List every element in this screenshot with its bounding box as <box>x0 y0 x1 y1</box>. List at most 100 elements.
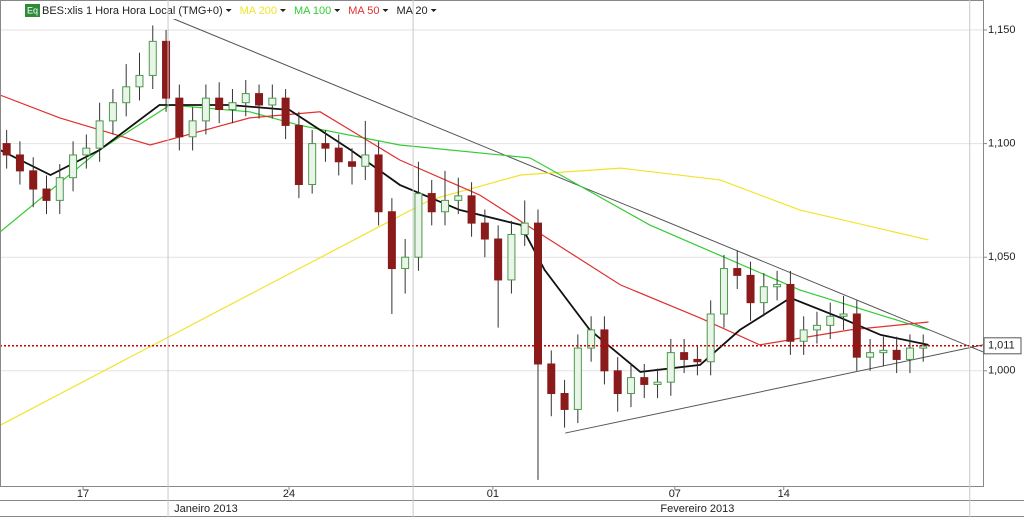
candle-body <box>719 268 728 315</box>
candle-body <box>839 313 848 317</box>
candle-body <box>613 370 622 395</box>
candle-body <box>706 313 715 363</box>
candle-body <box>294 124 303 185</box>
dropdown-arrow <box>279 9 286 12</box>
candle-body <box>866 352 875 358</box>
candle-body <box>321 143 330 149</box>
candle-body <box>587 329 596 349</box>
candle-body <box>507 233 516 281</box>
candle-body <box>241 93 250 104</box>
candle-body <box>626 377 635 395</box>
candle-body <box>653 381 662 385</box>
candle-body <box>852 313 861 358</box>
candle-body <box>666 352 675 383</box>
plot-area <box>0 4 984 480</box>
candle-body <box>441 199 450 213</box>
candle-body <box>680 352 689 360</box>
icon[interactable] <box>25 4 40 17</box>
candle-body <box>640 377 649 385</box>
ma-line <box>0 94 929 346</box>
icon-label: Eq <box>27 5 38 15</box>
dropdown-arrow <box>334 9 341 12</box>
legend-entry: MA 200 <box>240 5 277 17</box>
candle-body <box>122 86 131 104</box>
ma-line <box>0 167 929 426</box>
candle-body <box>55 177 64 201</box>
candle-body <box>281 97 290 126</box>
y-tick-label: 1,050 <box>988 251 1016 263</box>
candle-body <box>812 324 821 331</box>
candle-body <box>759 286 768 304</box>
candle-body <box>905 347 914 360</box>
candle-body <box>826 315 835 326</box>
candle-body <box>387 211 396 270</box>
candle-body <box>600 329 609 372</box>
candle-body <box>573 347 582 410</box>
candle-body <box>95 120 104 149</box>
candle-body <box>188 120 197 138</box>
candle-body <box>255 93 264 106</box>
candle-body <box>427 193 436 213</box>
candle-body <box>82 147 91 156</box>
candle-body <box>693 358 702 363</box>
candle-body <box>799 329 808 342</box>
x-tick-label: 01 <box>487 488 499 500</box>
candle-body <box>308 143 317 185</box>
candle-body <box>520 222 529 235</box>
last-price-label: 1,011 <box>988 340 1015 352</box>
candle-body <box>2 143 11 156</box>
x-tick-label: 14 <box>778 488 790 500</box>
dropdown-arrow <box>382 9 389 12</box>
candle-body <box>414 193 423 258</box>
legend-bg <box>24 2 454 19</box>
candle-body <box>162 40 171 99</box>
candle-body <box>480 222 489 240</box>
x-tick-label: 07 <box>669 488 681 500</box>
candle-body <box>268 97 277 106</box>
candle-body <box>454 195 463 201</box>
last-price-box <box>983 337 1022 355</box>
candle-body <box>533 222 542 365</box>
candle-body <box>108 102 117 122</box>
y-tick-label: 1,000 <box>988 365 1016 377</box>
candle-body <box>215 97 224 111</box>
candle-body <box>374 154 383 213</box>
candle-body <box>135 74 144 88</box>
candle-body <box>879 349 888 354</box>
candle-body <box>15 154 24 172</box>
legend-entry: MA 20 <box>396 5 427 17</box>
candle-body <box>547 363 556 395</box>
candle-body <box>348 161 357 167</box>
x-tick-label: 17 <box>77 488 89 500</box>
candle-body <box>467 195 476 224</box>
candle-body <box>148 40 157 76</box>
legend-entry: MA 50 <box>348 5 379 17</box>
candle-body <box>361 154 370 167</box>
candle-body <box>494 238 503 281</box>
candle-body <box>42 188 51 201</box>
legend: Eq BES:xlis 1 Hora Hora Local (TMG+0) MA … <box>24 2 454 19</box>
candle-body <box>334 147 343 163</box>
month-label: Fevereiro 2013 <box>660 503 734 515</box>
dropdown-arrow <box>430 9 437 12</box>
candle-body <box>733 268 742 276</box>
candle-body <box>919 345 928 349</box>
month-label: Janeiro 2013 <box>174 503 238 515</box>
candle-body <box>228 102 237 111</box>
candle-body <box>29 170 38 190</box>
dropdown-arrow <box>225 9 232 12</box>
legend-title: BES:xlis 1 Hora Hora Local (TMG+0) <box>42 5 223 17</box>
candle-body <box>746 274 755 304</box>
y-tick-label: 1,150 <box>988 24 1016 36</box>
candle-body <box>773 283 782 288</box>
candle-body <box>560 393 569 410</box>
plot-border <box>0 0 984 487</box>
candle-body <box>69 154 78 179</box>
x-tick-label: 24 <box>283 488 295 500</box>
candle-body <box>201 97 210 122</box>
trendline <box>139 4 984 353</box>
y-tick-label: 1,100 <box>988 138 1016 150</box>
candle-body <box>401 256 410 270</box>
